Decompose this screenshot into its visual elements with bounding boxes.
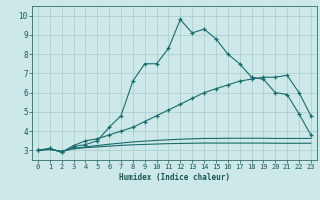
X-axis label: Humidex (Indice chaleur): Humidex (Indice chaleur) bbox=[119, 173, 230, 182]
